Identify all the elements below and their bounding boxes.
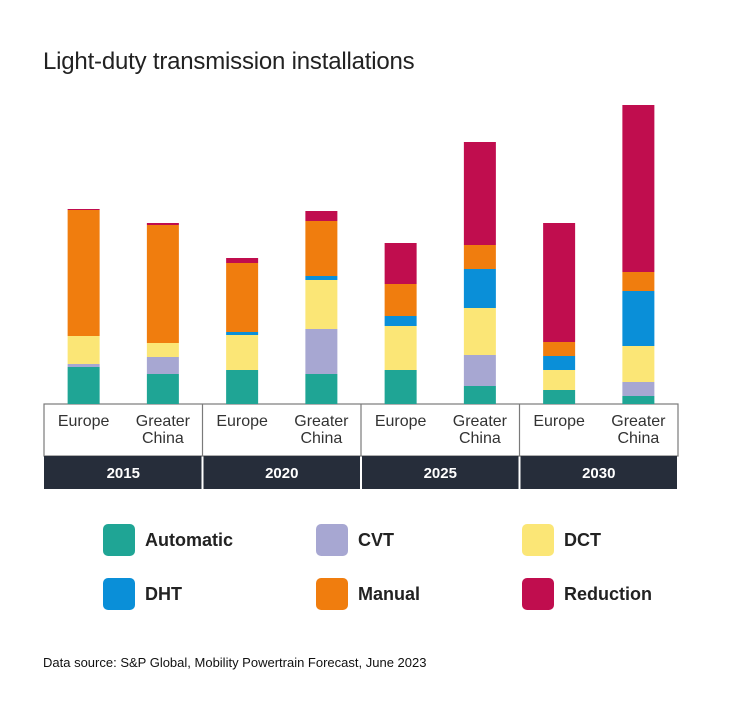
year-label-2020: 2020 <box>265 465 298 482</box>
category-label-greater-china-2030: China <box>617 430 659 447</box>
category-label-greater-china-2020: China <box>300 430 342 447</box>
legend-item-dht: DHT <box>103 578 182 610</box>
bar-segment-reduction-europe-2015 <box>67 209 100 210</box>
bar-segment-reduction-greater-china-2020 <box>305 211 338 221</box>
source-note: Data source: S&P Global, Mobility Powert… <box>43 655 427 670</box>
bar-segment-automatic-greater-china-2015 <box>146 374 179 404</box>
category-label-greater-china-2020: Greater <box>294 413 349 430</box>
legend-label-reduction: Reduction <box>564 583 652 604</box>
bar-segment-dct-greater-china-2020 <box>305 280 338 329</box>
legend-item-automatic: Automatic <box>103 524 233 556</box>
bar-segment-manual-europe-2015 <box>67 210 100 336</box>
year-label-2030: 2030 <box>582 465 615 482</box>
year-band-2015 <box>44 456 202 489</box>
year-band-2025 <box>362 456 519 489</box>
bar-segment-reduction-greater-china-2025 <box>463 142 496 245</box>
category-label-europe-2020: Europe <box>216 413 268 430</box>
bar-segment-dht-greater-china-2020 <box>305 276 338 280</box>
legend-item-dct: DCT <box>522 524 601 556</box>
bar-segment-automatic-europe-2020 <box>226 370 259 404</box>
legend-label-automatic: Automatic <box>145 529 234 550</box>
legend-label-cvt: CVT <box>358 529 394 550</box>
legend-item-cvt: CVT <box>316 524 394 556</box>
category-label-greater-china-2015: China <box>142 430 184 447</box>
legend-swatch-cvt <box>316 524 348 556</box>
category-label-europe-2015: Europe <box>58 413 110 430</box>
bar-segment-cvt-greater-china-2030 <box>622 382 655 396</box>
bar-segment-manual-europe-2020 <box>226 263 259 332</box>
year-label-2015: 2015 <box>107 465 140 482</box>
category-label-europe-2030: Europe <box>533 413 585 430</box>
bar-segment-reduction-greater-china-2030 <box>622 105 655 272</box>
bar-segment-dht-greater-china-2025 <box>463 269 496 308</box>
legend-label-dct: DCT <box>564 529 601 550</box>
category-label-europe-2025: Europe <box>375 413 427 430</box>
legend-item-manual: Manual <box>316 578 420 610</box>
bar-segment-automatic-europe-2025 <box>384 370 417 404</box>
bar-segment-dct-europe-2025 <box>384 326 417 370</box>
bar-segment-manual-greater-china-2020 <box>305 221 338 276</box>
bar-segment-manual-greater-china-2030 <box>622 272 655 291</box>
bar-segment-cvt-greater-china-2025 <box>463 355 496 386</box>
bar-segment-automatic-europe-2030 <box>543 390 576 404</box>
legend-swatch-dct <box>522 524 554 556</box>
bar-segment-cvt-europe-2015 <box>67 364 100 367</box>
bar-segment-reduction-europe-2030 <box>543 223 576 342</box>
bar-segment-automatic-greater-china-2020 <box>305 374 338 404</box>
category-label-greater-china-2030: Greater <box>611 413 666 430</box>
bar-segment-automatic-europe-2015 <box>67 367 100 404</box>
bar-segment-dct-europe-2015 <box>67 336 100 364</box>
bar-segment-manual-europe-2030 <box>543 342 576 356</box>
category-label-greater-china-2025: Greater <box>453 413 508 430</box>
bar-segment-cvt-greater-china-2015 <box>146 357 179 374</box>
bar-segment-reduction-europe-2020 <box>226 258 259 263</box>
bar-segment-automatic-greater-china-2030 <box>622 396 655 404</box>
year-label-2025: 2025 <box>424 465 457 482</box>
bar-segment-dct-greater-china-2030 <box>622 346 655 382</box>
bar-segment-reduction-greater-china-2015 <box>146 223 179 225</box>
bar-segment-dht-europe-2020 <box>226 332 259 335</box>
bar-segment-dht-europe-2025 <box>384 316 417 326</box>
legend-swatch-manual <box>316 578 348 610</box>
bar-segment-dht-europe-2030 <box>543 356 576 370</box>
category-label-greater-china-2025: China <box>459 430 501 447</box>
bar-segment-dct-greater-china-2015 <box>146 343 179 357</box>
chart-title: Light-duty transmission installations <box>43 48 415 75</box>
bar-segment-manual-greater-china-2025 <box>463 245 496 269</box>
legend-label-dht: DHT <box>145 583 182 604</box>
legend-item-reduction: Reduction <box>522 578 652 610</box>
bar-segment-dct-greater-china-2025 <box>463 308 496 355</box>
bar-segment-automatic-greater-china-2025 <box>463 386 496 404</box>
legend-swatch-reduction <box>522 578 554 610</box>
bar-segment-reduction-europe-2025 <box>384 243 417 284</box>
year-band-2030 <box>520 456 677 489</box>
legend-swatch-dht <box>103 578 135 610</box>
bar-segment-cvt-greater-china-2020 <box>305 329 338 374</box>
bar-segment-manual-greater-china-2015 <box>146 225 179 343</box>
legend-label-manual: Manual <box>358 583 421 604</box>
bar-segment-dct-europe-2020 <box>226 335 259 370</box>
legend-swatch-automatic <box>103 524 135 556</box>
bar-segment-manual-europe-2025 <box>384 284 417 316</box>
year-band-2020 <box>203 456 360 489</box>
bar-segment-dct-europe-2030 <box>543 370 576 390</box>
category-label-greater-china-2015: Greater <box>136 413 191 430</box>
bar-segment-dht-greater-china-2030 <box>622 291 655 346</box>
